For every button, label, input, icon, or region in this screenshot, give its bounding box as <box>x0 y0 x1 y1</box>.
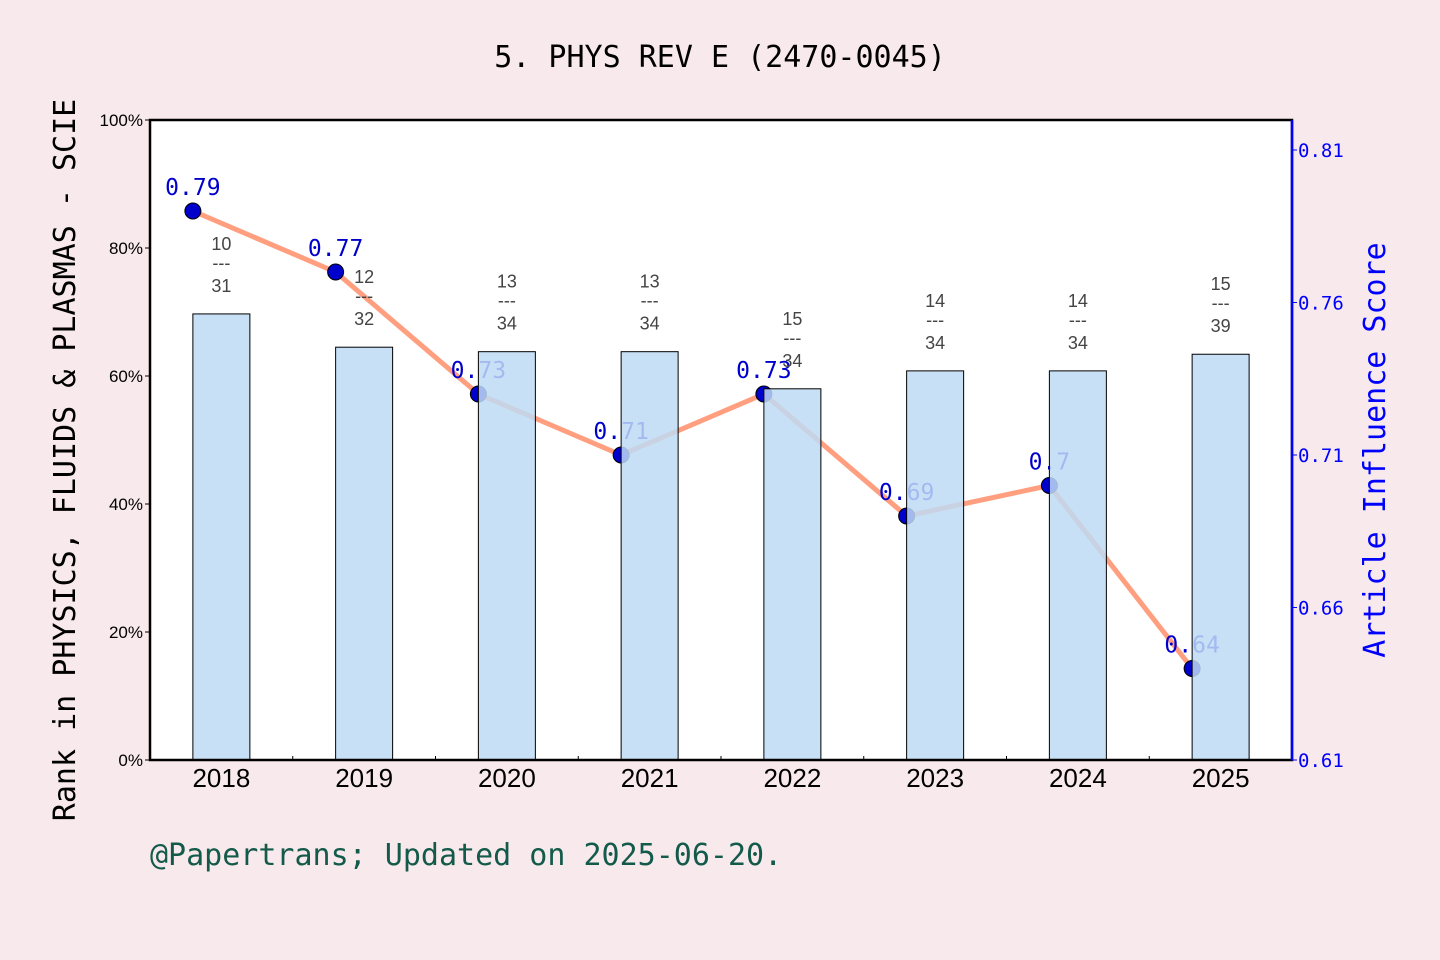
line-point <box>184 202 202 220</box>
y-tick-label: 80% <box>109 239 143 258</box>
line-segment <box>334 270 480 396</box>
total-label: 34 <box>1068 333 1088 353</box>
rank-label: 12 <box>354 267 374 287</box>
rank-label: 14 <box>925 291 945 311</box>
y2-tick-label: 0.66 <box>1298 598 1344 620</box>
y2-tick-label: 0.71 <box>1298 445 1344 467</box>
total-label: 34 <box>640 314 660 334</box>
fraction-separator: --- <box>926 310 944 330</box>
y2-tick-label: 0.76 <box>1298 293 1344 315</box>
total-label: 34 <box>925 333 945 353</box>
bar <box>1191 353 1250 761</box>
total-label: 34 <box>782 351 802 371</box>
footer-note: @Papertrans; Updated on 2025-06-20. <box>150 838 782 873</box>
y-tick-label: 0% <box>118 751 143 770</box>
total-label: 31 <box>211 276 231 296</box>
bar <box>763 388 822 761</box>
y2-tick-label: 0.81 <box>1298 140 1344 162</box>
y2-tick-label: 0.61 <box>1298 750 1344 772</box>
bar <box>477 351 536 761</box>
line-point <box>327 263 345 281</box>
total-label: 32 <box>354 309 374 329</box>
y-axis-label: Rank in PHYSICS, FLUIDS & PLASMAS - SCIE <box>48 99 83 821</box>
bar <box>620 351 679 761</box>
point-value-label: 0.79 <box>165 175 220 201</box>
rank-label: 15 <box>782 309 802 329</box>
x-tick-label: 2025 <box>1192 763 1250 793</box>
rank-label: 10 <box>211 234 231 254</box>
y-tick-label: 40% <box>109 495 143 514</box>
fraction-separator: --- <box>1212 293 1230 313</box>
bar <box>335 346 394 761</box>
rank-label: 15 <box>1211 274 1231 294</box>
x-tick-label: 2023 <box>906 763 964 793</box>
rank-label: 13 <box>497 272 517 292</box>
bar <box>192 313 251 761</box>
plot-area <box>150 120 1292 760</box>
fraction-separator: --- <box>1069 310 1087 330</box>
x-tick-label: 2022 <box>763 763 821 793</box>
point-value-label: 0.77 <box>308 236 363 262</box>
chart-title: 5. PHYS REV E (2470-0045) <box>494 40 946 75</box>
y-tick-label: 100% <box>100 111 143 130</box>
bar <box>1048 370 1107 761</box>
x-tick-label: 2019 <box>335 763 393 793</box>
fraction-separator: --- <box>641 291 659 311</box>
y2-axis-label: Article Influence Score <box>1358 242 1393 657</box>
y-tick-label: 20% <box>109 623 143 642</box>
rank-label: 14 <box>1068 291 1088 311</box>
fraction-separator: --- <box>212 253 230 273</box>
point-value-label: 0.73 <box>736 358 791 384</box>
x-tick-label: 2024 <box>1049 763 1107 793</box>
bar <box>906 370 965 761</box>
total-label: 39 <box>1211 316 1231 336</box>
line-segment <box>191 208 337 275</box>
fraction-separator: --- <box>783 328 801 348</box>
x-tick-label: 2018 <box>192 763 250 793</box>
total-label: 34 <box>497 314 517 334</box>
rank-label: 13 <box>640 272 660 292</box>
fraction-separator: --- <box>498 291 516 311</box>
fraction-separator: --- <box>355 286 373 306</box>
y-tick-label: 60% <box>109 367 143 386</box>
x-tick-label: 2020 <box>478 763 536 793</box>
x-tick-label: 2021 <box>621 763 679 793</box>
